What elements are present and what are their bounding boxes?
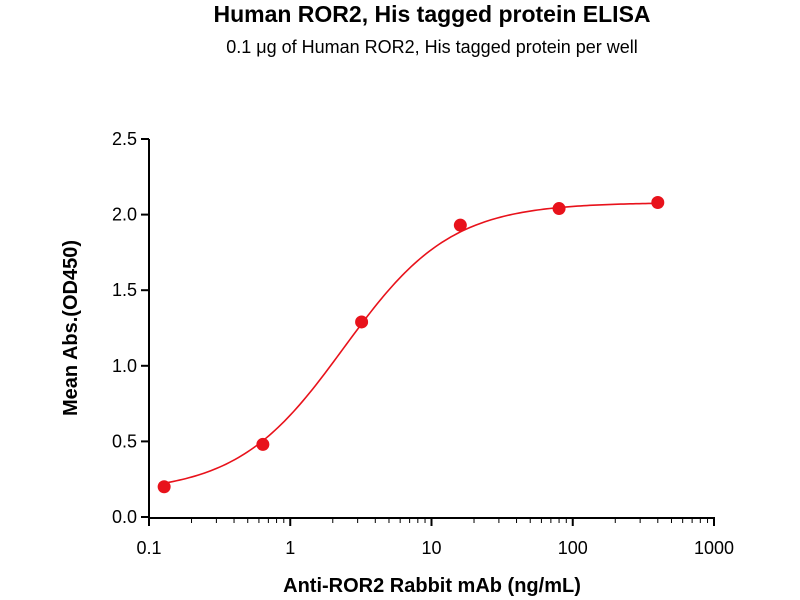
x-axis-title: Anti-ROR2 Rabbit mAb (ng/mL) (283, 575, 581, 597)
data-points-layer (157, 196, 665, 494)
y-tick-label: 0.0 (112, 507, 137, 527)
data-point (651, 196, 665, 210)
y-tick-label: 0.5 (112, 431, 137, 451)
data-point (552, 202, 566, 216)
data-point (453, 218, 467, 232)
x-tick-label: 1000 (694, 538, 734, 558)
y-tick-label: 1.0 (112, 356, 137, 376)
chart-subtitle: 0.1 μg of Human ROR2, His tagged protein… (226, 37, 638, 57)
y-tick-label: 2.5 (112, 129, 137, 149)
x-tick-label: 100 (558, 538, 588, 558)
y-tick-label: 1.5 (112, 280, 137, 300)
axes: 0.0 0.5 1.0 1.5 2.0 2.5 0.1 1 10 100 1000 (112, 129, 734, 558)
chart-title: Human ROR2, His tagged protein ELISA (213, 1, 650, 27)
y-axis-title: Mean Abs.(OD450) (60, 240, 82, 416)
fit-curve-layer (163, 202, 658, 484)
x-tick-label: 0.1 (136, 538, 161, 558)
data-point (355, 315, 369, 329)
y-tick-label: 2.0 (112, 205, 137, 225)
x-tick-label: 10 (421, 538, 441, 558)
fit-curve (163, 202, 658, 484)
data-point (256, 437, 270, 451)
x-tick-label: 1 (285, 538, 295, 558)
data-point (157, 480, 171, 494)
